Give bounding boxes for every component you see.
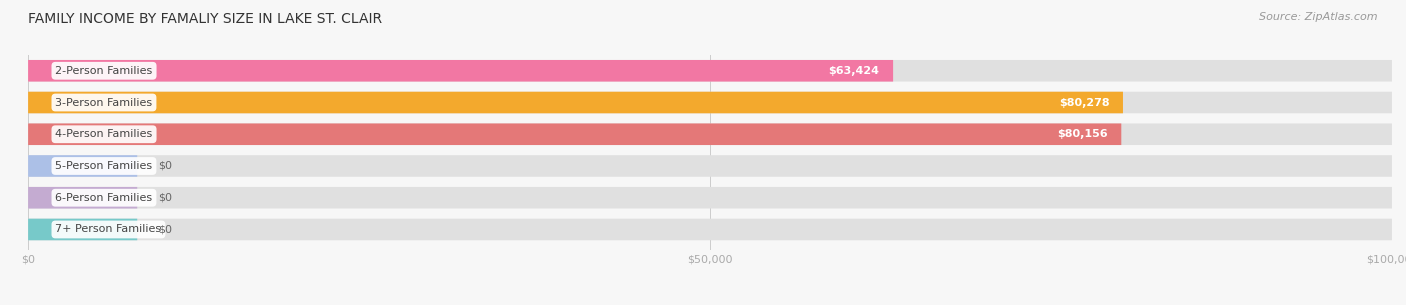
Text: $0: $0 — [157, 161, 172, 171]
FancyBboxPatch shape — [28, 187, 1392, 209]
FancyBboxPatch shape — [28, 60, 1392, 81]
Text: 2-Person Families: 2-Person Families — [55, 66, 153, 76]
Text: $0: $0 — [157, 224, 172, 235]
FancyBboxPatch shape — [28, 219, 1392, 240]
Text: $80,156: $80,156 — [1057, 129, 1108, 139]
FancyBboxPatch shape — [28, 60, 893, 81]
FancyBboxPatch shape — [28, 155, 1392, 177]
Text: 3-Person Families: 3-Person Families — [55, 98, 152, 107]
FancyBboxPatch shape — [28, 92, 1392, 113]
FancyBboxPatch shape — [28, 219, 138, 240]
FancyBboxPatch shape — [28, 124, 1122, 145]
Text: 4-Person Families: 4-Person Families — [55, 129, 153, 139]
Text: Source: ZipAtlas.com: Source: ZipAtlas.com — [1260, 12, 1378, 22]
Text: $80,278: $80,278 — [1059, 98, 1109, 107]
FancyBboxPatch shape — [28, 92, 1123, 113]
FancyBboxPatch shape — [28, 187, 138, 209]
FancyBboxPatch shape — [28, 155, 138, 177]
Text: FAMILY INCOME BY FAMALIY SIZE IN LAKE ST. CLAIR: FAMILY INCOME BY FAMALIY SIZE IN LAKE ST… — [28, 12, 382, 26]
Text: 7+ Person Families: 7+ Person Families — [55, 224, 162, 235]
FancyBboxPatch shape — [28, 124, 1392, 145]
Text: $63,424: $63,424 — [828, 66, 880, 76]
Text: 6-Person Families: 6-Person Families — [55, 193, 152, 203]
Text: 5-Person Families: 5-Person Families — [55, 161, 152, 171]
Text: $0: $0 — [157, 193, 172, 203]
